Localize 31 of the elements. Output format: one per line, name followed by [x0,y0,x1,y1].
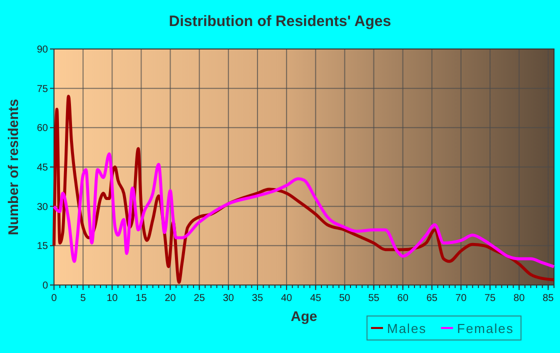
x-tick-label: 25 [194,293,206,304]
x-tick-label: 5 [80,293,86,304]
x-tick-label: 80 [514,293,526,304]
y-axis-title: Number of residents [5,98,21,236]
x-tick-label: 60 [397,293,409,304]
y-tick-label: 60 [36,123,48,134]
x-tick-label: 10 [106,293,118,304]
y-tick-label: 0 [42,280,48,292]
x-tick-label: 75 [484,293,496,304]
y-tick-label: 15 [36,241,48,252]
x-tick-label: 40 [280,293,293,304]
legend-label: Females [457,321,514,336]
y-tick-label: 75 [36,84,48,95]
x-tick-label: 15 [136,293,148,304]
x-tick-label: 35 [252,293,264,304]
x-tick-label: 55 [368,293,380,304]
x-tick-label: 50 [339,293,351,304]
x-axis-title: Age [290,308,318,324]
x-tick-label: 20 [164,293,176,304]
x-tick-label: 85 [542,293,554,304]
line-series [52,152,556,268]
y-tick-label: 90 [36,44,48,56]
x-tick-label: 0 [51,293,58,304]
y-tick-label: 30 [36,202,48,213]
x-tick-label: 30 [222,293,234,304]
legend-label: Males [387,321,427,336]
x-tick-label: 65 [426,293,438,304]
chart-title: Distribution of Residents' Ages [168,13,392,30]
x-tick-label: 45 [310,293,322,304]
y-tick-label: 45 [36,162,48,174]
x-tick-label: 70 [455,293,467,304]
